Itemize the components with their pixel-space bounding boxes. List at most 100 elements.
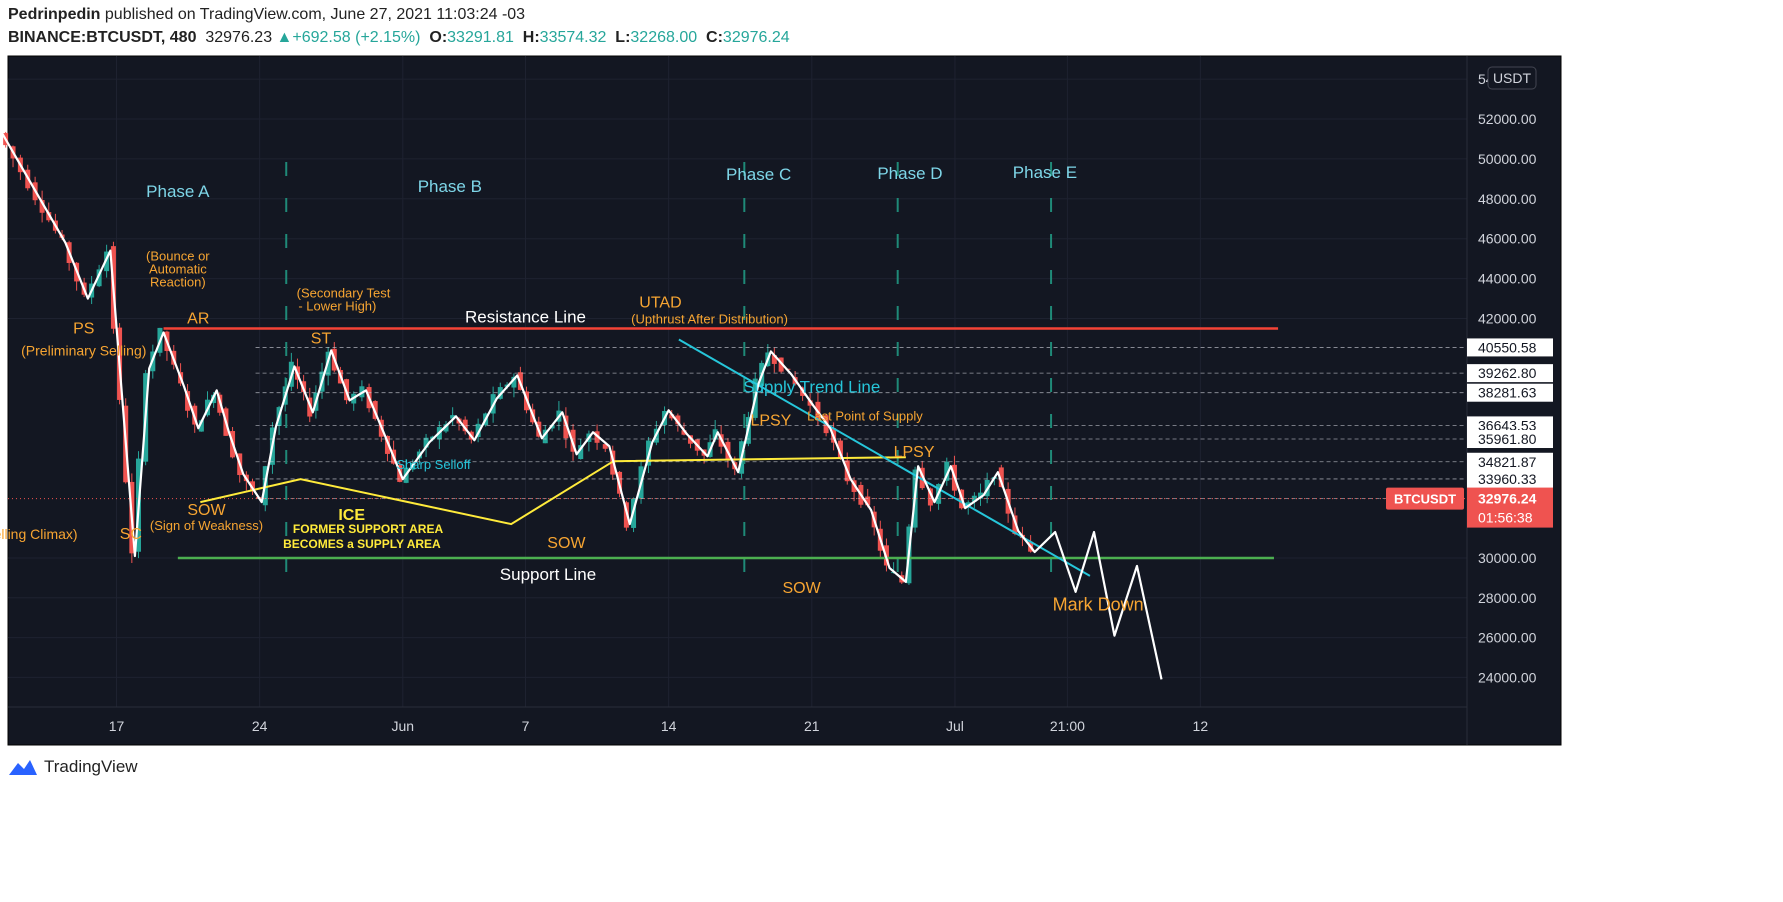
candle-body [563, 415, 569, 439]
time-tick-label: 14 [661, 718, 677, 734]
chart-annotation: PS [73, 320, 94, 337]
currency-badge-box [1487, 66, 1537, 90]
price-level-badge [1467, 364, 1553, 383]
close-label: C: [706, 29, 723, 46]
low-label: L: [615, 29, 631, 46]
price-tick-label: 44000.00 [1478, 271, 1537, 287]
last-price-countdown: 01:56:38 [1478, 510, 1533, 526]
phase-label: Phase A [146, 182, 210, 201]
chart-annotation: SC [120, 526, 142, 543]
chart-annotation: (Preliminary Selling) [21, 342, 146, 358]
candle-body [865, 496, 871, 506]
chart-annotation: Mark Down [1053, 595, 1144, 615]
candle-body [443, 424, 449, 432]
time-tick-label: 7 [522, 718, 530, 734]
chart-annotation: BECOMES a SUPPLY AREA [283, 537, 441, 551]
candle-body [450, 415, 456, 419]
chart-annotation: (Sign of Weakness) [150, 518, 263, 533]
symbol-label: BINANCE:BTCUSDT, 480 [8, 29, 197, 46]
price-levels [8, 347, 1467, 500]
grid [8, 56, 1467, 707]
open-value: 33291.81 [447, 29, 514, 46]
candle-body [462, 419, 468, 432]
price-level-badge [1467, 430, 1553, 449]
drawing-lines [1, 132, 1279, 680]
high-value: 33574.32 [539, 29, 607, 46]
time-tick-label: 21 [804, 718, 820, 734]
price-tick-label: 46000.00 [1478, 231, 1537, 247]
candle-body [965, 502, 971, 507]
price-level-badge [1467, 383, 1553, 402]
price-tick-label: 42000.00 [1478, 311, 1537, 327]
price-level-label: 33960.33 [1478, 471, 1537, 487]
time-tick-label: 12 [1193, 718, 1209, 734]
chart-annotation: Supply Trend Line [743, 377, 880, 396]
candle-body [578, 445, 584, 460]
last-price-badge [1467, 487, 1553, 528]
annotations: Phase A Phase B Phase C Phase D Phase E PS (Pr… [0, 163, 1144, 615]
time-tick-label: Jul [946, 718, 964, 734]
candle-body [807, 400, 813, 406]
price-level-label: 39262.80 [1478, 365, 1537, 381]
candle-body [927, 488, 933, 506]
symbol-badge-label: BTCUSDT [1394, 492, 1456, 507]
chart-annotation: Resistance Line [465, 307, 586, 326]
time-tick-label: 17 [109, 718, 125, 734]
price-axis[interactable]: 54000.0052000.0050000.0048000.0046000.00… [1386, 71, 1553, 685]
last-price-value: 32976.24 [1478, 491, 1537, 507]
last-price: 32976.23 [205, 29, 273, 46]
price-level-label: 36643.53 [1478, 417, 1537, 433]
candle-body [96, 269, 102, 287]
candle-body [185, 391, 191, 411]
chart-annotation: ST [311, 330, 332, 347]
chart-annotation: LPSY [894, 444, 935, 461]
chart-annotation: SOW [547, 535, 586, 552]
currency-badge[interactable]: USDT [1487, 66, 1537, 90]
candle-body [681, 430, 687, 435]
candle-body [475, 423, 481, 437]
candle-body [778, 357, 784, 372]
change-arrow-icon: ▲ [276, 29, 293, 46]
time-tick-label: 21:00 [1050, 718, 1085, 734]
chart-annotation: ICE [338, 507, 365, 524]
chart-annotation: Last Point of Supply [807, 408, 923, 423]
candle-body [675, 415, 681, 425]
chart-annotation: (Bounce or [146, 249, 210, 264]
footer-brand[interactable]: TradingView [8, 757, 138, 777]
phase-label: Phase E [1013, 163, 1077, 182]
phase-label: Phase C [726, 165, 791, 184]
price-level-label: 34821.87 [1478, 454, 1537, 470]
ice-line [200, 456, 906, 526]
candle-body [384, 435, 390, 454]
chart-annotation: SOW [187, 502, 226, 519]
high-label: H: [522, 29, 540, 46]
time-tick-label: 24 [252, 718, 268, 734]
price-level-badge [1467, 452, 1553, 471]
chart-annotation: Reaction) [150, 275, 206, 290]
candle-body [198, 420, 204, 432]
candle-body [998, 467, 1004, 487]
currency-label: USDT [1493, 70, 1532, 86]
candle-body [669, 414, 675, 419]
publish-line: Pedrinpedin published on TradingView.com… [8, 6, 525, 24]
candle-body [978, 492, 984, 499]
price-tick-label: 26000.00 [1478, 630, 1537, 646]
chart-screenshot: Pedrinpedin published on TradingView.com… [0, 0, 1568, 793]
chart-annotation: UTAD [639, 295, 681, 312]
candle-body [602, 444, 608, 449]
chart-annotation: FORMER SUPPORT AREA [293, 522, 444, 536]
candle-body [837, 440, 843, 459]
published-text: published on TradingView.com, June 27, 2… [104, 6, 526, 23]
candle-body [944, 461, 950, 481]
chart-annotation: Automatic [149, 262, 207, 277]
footer-brand-name: TradingView [44, 757, 138, 776]
close-value: 32976.24 [722, 29, 790, 46]
chart-annotation: Sharp Selloff [396, 457, 471, 472]
candle-body [511, 376, 517, 388]
candle-body [1012, 515, 1018, 534]
author-name[interactable]: Pedrinpedin [8, 6, 101, 23]
price-chart[interactable]: Phase A Phase B Phase C Phase D Phase E PS (Pr… [0, 0, 1568, 793]
candle-body [542, 429, 548, 444]
price-level-badge [1467, 338, 1553, 357]
